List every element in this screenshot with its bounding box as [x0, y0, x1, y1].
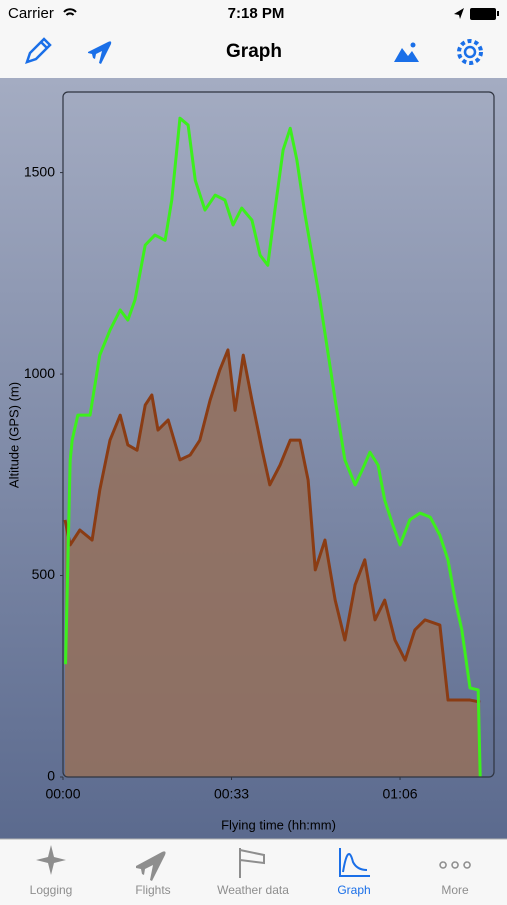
settings-button-hub: [463, 45, 477, 59]
wifi-icon: [63, 8, 77, 16]
x-tick-label: 00:33: [214, 786, 249, 802]
tab-icon-flights[interactable]: [136, 851, 166, 881]
plot-frame: [62, 91, 495, 778]
location-icon: [454, 8, 464, 19]
tab-icon-graph[interactable]: [339, 848, 370, 877]
y-tick-label: 0: [47, 768, 55, 784]
x-axis-label: Flying time (hh:mm): [221, 817, 336, 832]
tab-icon-weather[interactable]: [239, 848, 265, 878]
y-axis-label: Altitude (GPS) (m): [6, 382, 21, 488]
nav-title: Graph: [226, 41, 282, 62]
tab-bar: [0, 839, 507, 900]
ground-area: [65, 349, 481, 777]
ground-line: [63, 348, 481, 704]
battery: [470, 8, 496, 20]
tab-label[interactable]: More: [441, 883, 469, 897]
tab-icon-logging[interactable]: [36, 845, 66, 875]
image-button-sun: [410, 42, 416, 48]
settings-button[interactable]: [457, 39, 483, 65]
top-bars: [0, 0, 507, 78]
image-button[interactable]: [394, 48, 419, 62]
chart: 0 500 1000 1500 00:00 00:33 01:06 Flying time (…: [6, 91, 495, 832]
tab-label[interactable]: Flights: [135, 883, 170, 897]
x-tick-label: 00:00: [45, 786, 80, 802]
carrier: Carrier: [8, 5, 54, 22]
tab-label[interactable]: Logging: [30, 883, 73, 897]
x-tick-label: 01:06: [383, 786, 418, 802]
clock: 7:18 PM: [228, 5, 285, 22]
y-tick-label: 500: [32, 566, 56, 582]
y-tick-label: 1000: [24, 365, 55, 381]
tab-icon-more[interactable]: [439, 861, 471, 869]
tab-label[interactable]: Weather data: [217, 883, 289, 897]
tab-label[interactable]: Graph: [337, 883, 370, 897]
y-tick-label: 1500: [24, 163, 55, 179]
altitude-line: [64, 116, 482, 778]
flight-button[interactable]: [88, 41, 112, 64]
battery-tip: [497, 11, 499, 16]
edit-button[interactable]: [25, 37, 52, 64]
